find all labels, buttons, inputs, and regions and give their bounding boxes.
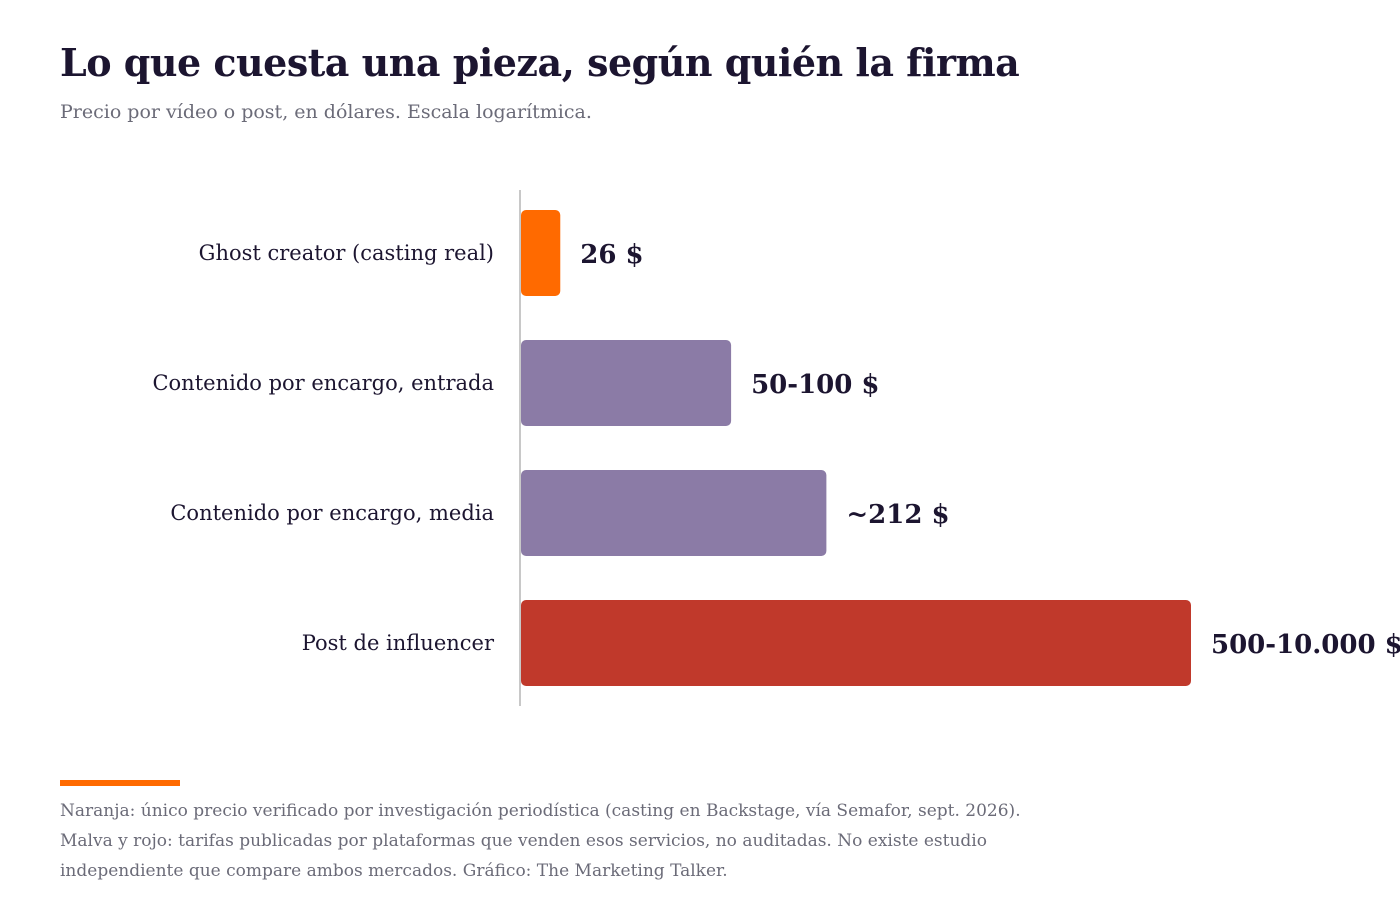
category-label-3: Contenido por encargo, media [170,501,494,525]
footnote: Naranja: único precio verificado por inv… [60,796,1060,886]
value-label-3: ~212 $ [846,500,949,530]
value-label-1: 26 $ [580,240,643,270]
value-label-4: 500-10.000 $ [1211,630,1400,660]
value-label-2: 50-100 $ [751,370,879,400]
category-label-1: Ghost creator (casting real) [199,241,494,265]
category-label-2: Contenido por encargo, entrada [152,371,494,395]
category-label-4: Post de influencer [302,631,495,655]
footnote-line-1: Naranja: único precio verificado por inv… [60,801,1021,821]
bar-4 [521,600,1191,686]
bar-3 [521,470,827,556]
accent-rule [60,780,180,786]
chart-title: Lo que cuesta una pieza, según quién la … [60,40,1020,85]
footnote-line-2: Malva y rojo: tarifas publicadas por pla… [60,831,987,881]
bar-2 [521,340,732,426]
chart-subtitle: Precio por vídeo o post, en dólares. Esc… [60,101,592,123]
bar-1 [521,210,561,296]
